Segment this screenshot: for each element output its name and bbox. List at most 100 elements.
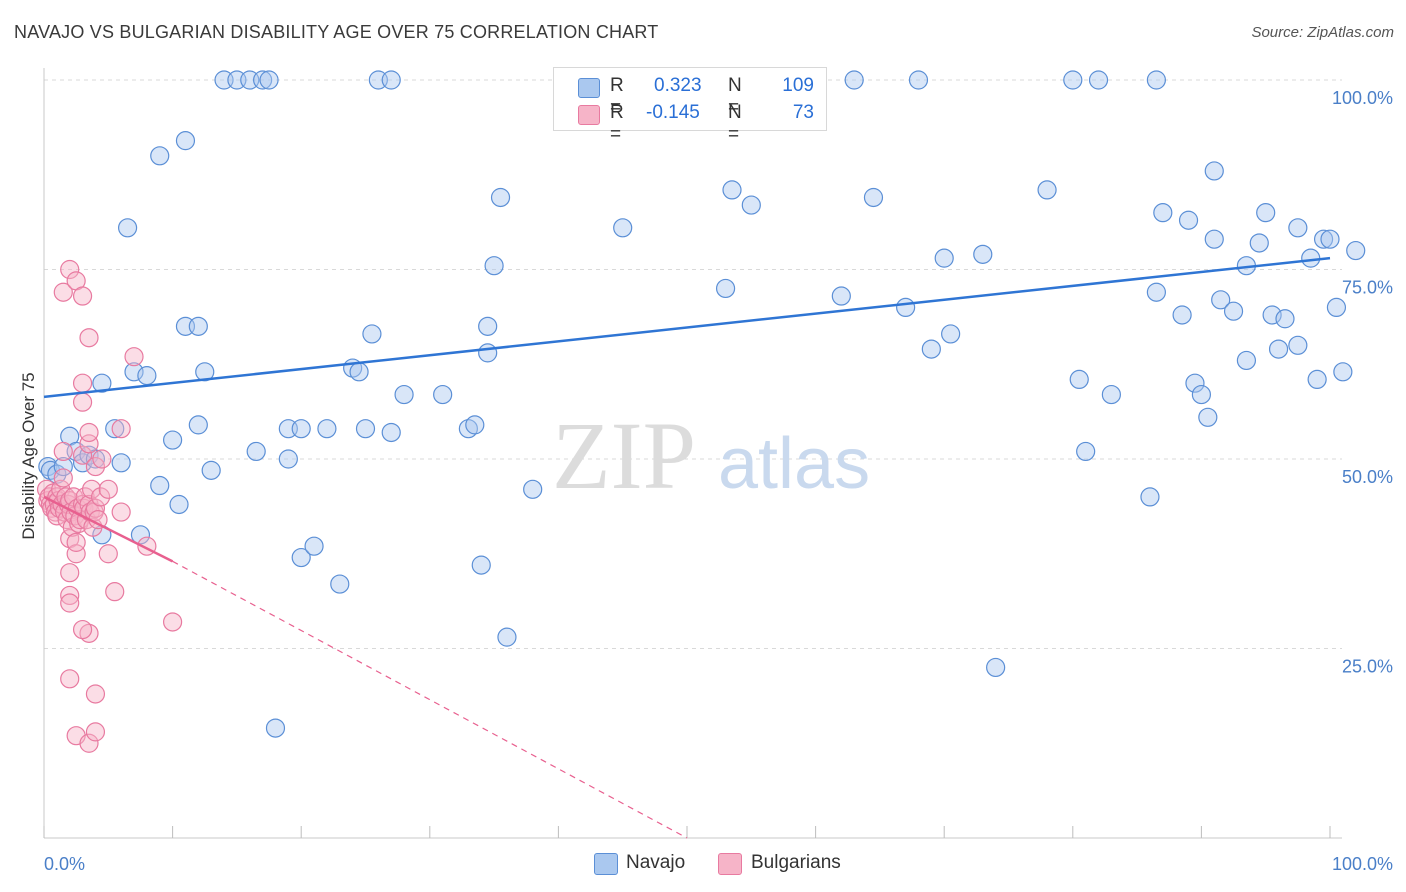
navajo-point — [362, 324, 382, 344]
navajo-point — [1320, 229, 1340, 249]
bulgarian-point — [53, 468, 73, 488]
bulgarian-point — [105, 582, 125, 602]
bulgarian-point — [72, 392, 93, 412]
watermark-zip: ZIP — [552, 402, 696, 509]
navajo-point — [1288, 218, 1308, 238]
navajo-point — [150, 146, 170, 166]
bulgarian-point — [60, 259, 80, 280]
navajo-point — [523, 479, 543, 499]
navajo-legend-label: Navajo — [626, 852, 686, 873]
navajo-point — [124, 362, 144, 382]
trend-lines — [43, 256, 1331, 839]
navajo-point — [1172, 305, 1192, 325]
bulgarian-point — [56, 487, 76, 507]
navajo-point — [195, 362, 215, 382]
bulgarian-point — [72, 445, 93, 465]
bulgarian-point — [79, 422, 99, 443]
navajo-point — [613, 218, 633, 238]
legend-r-value-bulgarians: -0.145 — [646, 102, 700, 123]
y-tick-label: 25.0% — [1342, 657, 1393, 677]
navajo-point — [53, 456, 73, 477]
bulgarian-point — [79, 733, 99, 753]
navajo-point — [465, 415, 485, 435]
navajo-point — [1268, 339, 1289, 359]
stats-legend: R = 0.323 N = 109 R = -0.145 N = 73 — [553, 67, 827, 145]
navajo-point — [188, 415, 208, 435]
navajo-point — [253, 70, 273, 90]
navajo-point — [1211, 290, 1231, 310]
bulgarian-point — [60, 593, 80, 613]
y-tick-label: 75.0% — [1342, 278, 1393, 298]
navajo-point — [317, 419, 337, 439]
bulgarian-point — [98, 544, 118, 564]
navajo-point — [1191, 384, 1212, 405]
navajo-point — [246, 441, 266, 462]
navajo-point — [497, 627, 517, 647]
navajo-point — [478, 316, 498, 336]
bulgarian-point — [60, 585, 80, 606]
navajo-point — [1185, 373, 1205, 393]
navajo-point — [1313, 229, 1334, 249]
bulgarian-swatch — [578, 105, 600, 125]
navajo-legend-swatch — [594, 853, 618, 875]
y-axis-label: Disability Age Over 75 — [19, 372, 38, 539]
navajo-point — [1076, 441, 1096, 462]
navajo-point — [1288, 335, 1308, 355]
bulgarian-point — [85, 722, 106, 742]
bulgarian-point — [98, 479, 118, 499]
source-label: Source: ZipAtlas.com — [1251, 24, 1394, 41]
y-tick-label: 100.0% — [1332, 88, 1393, 108]
legend-r-label: R = — [610, 102, 624, 145]
x-tick-label-max: 100.0% — [1332, 854, 1393, 874]
navajo-point — [1275, 309, 1295, 329]
navajo-point — [863, 187, 884, 208]
x-tick-label-min: 0.0% — [44, 854, 85, 874]
navajo-point — [1249, 233, 1269, 253]
navajo-point — [1088, 70, 1109, 90]
navajo-point — [92, 373, 112, 393]
bulgarian-point — [60, 669, 80, 689]
navajo-point — [175, 131, 196, 151]
navajo-point — [1198, 407, 1218, 427]
navajo-point — [1146, 70, 1166, 90]
bulgarian-point — [79, 328, 99, 348]
bulgarian-point — [85, 456, 106, 477]
bulgarian-point — [66, 544, 86, 564]
navajo-point — [1140, 487, 1160, 507]
navajo-point — [741, 195, 761, 215]
navajo-point — [163, 430, 183, 450]
navajo-point — [1301, 248, 1321, 268]
navajo-point — [1326, 297, 1347, 317]
navajo-point — [381, 70, 401, 90]
bulgarian-point — [90, 487, 111, 507]
bulgarian-point — [53, 282, 73, 302]
y-tick-labels: 100.0% 75.0% 50.0% 25.0% — [1332, 88, 1393, 677]
x-tick-marks — [43, 826, 1331, 838]
navajo-point — [304, 536, 324, 556]
navajo-point — [265, 718, 286, 738]
legend-n-value-navajo: 109 — [782, 75, 814, 96]
bulgarian-point — [92, 449, 112, 469]
bulgarian-trend-line — [43, 495, 174, 563]
bulgarian-point — [163, 612, 183, 632]
navajo-point — [259, 70, 279, 90]
bulgarian-point — [85, 684, 106, 704]
bulgarian-point — [85, 498, 106, 518]
navajo-point — [111, 453, 131, 473]
navajo-point — [137, 366, 157, 386]
navajo-point — [330, 574, 350, 594]
navajo-point — [1333, 362, 1353, 382]
bulgarian-point — [66, 532, 86, 552]
navajo-point — [394, 384, 414, 405]
navajo-point — [278, 449, 298, 469]
navajo-points — [38, 70, 1366, 738]
legend-r-label: R = — [610, 75, 624, 118]
navajo-point — [381, 422, 401, 443]
navajo-point — [130, 525, 151, 545]
navajo-point — [1236, 350, 1257, 371]
bulgarian-point — [72, 619, 93, 640]
navajo-point — [1153, 203, 1173, 223]
navajo-point — [478, 343, 498, 363]
legend-r-value-navajo: 0.323 — [654, 75, 702, 96]
